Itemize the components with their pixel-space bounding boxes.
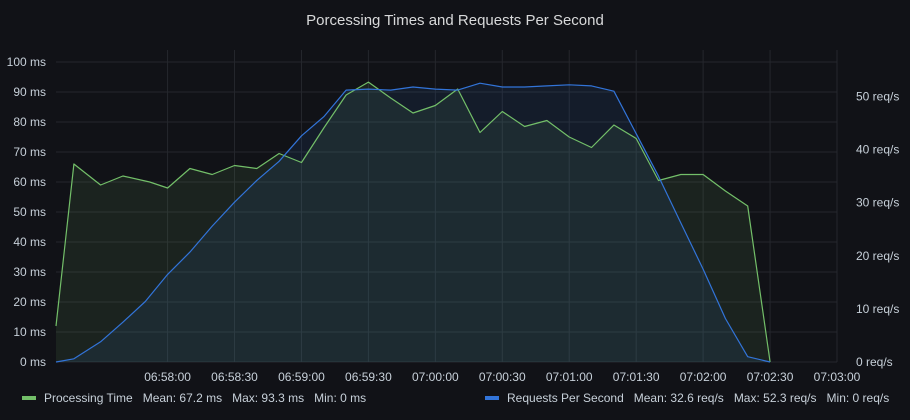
legend[interactable]: Processing Time Mean: 67.2 ms Max: 93.3 ms… bbox=[22, 391, 889, 405]
legend-stat-mean: Mean: 32.6 req/s bbox=[634, 391, 724, 405]
requests_per_second-line bbox=[55, 82, 771, 363]
requests_per_second-area bbox=[56, 83, 771, 362]
y-left-tick-label: 10 ms bbox=[13, 325, 46, 339]
x-tick-label: 07:00:30 bbox=[479, 370, 526, 384]
y-left-tick-label: 50 ms bbox=[13, 205, 46, 219]
grid bbox=[56, 50, 838, 363]
series-lines bbox=[55, 81, 771, 363]
y-left-tick-label: 40 ms bbox=[13, 235, 46, 249]
y-right-tick-label: 50 req/s bbox=[856, 90, 899, 104]
processing_time-area bbox=[56, 82, 771, 362]
legend-stat-max: Max: 52.3 req/s bbox=[734, 391, 817, 405]
y-left-tick-label: 0 ms bbox=[20, 355, 46, 369]
x-tick-label: 07:02:00 bbox=[680, 370, 727, 384]
x-tick-label: 07:01:00 bbox=[546, 370, 593, 384]
x-tick-label: 07:00:00 bbox=[412, 370, 459, 384]
x-tick-label: 06:58:00 bbox=[144, 370, 191, 384]
y-right-tick-label: 40 req/s bbox=[856, 143, 899, 157]
legend-item-processing_time[interactable]: Processing Time Mean: 67.2 ms Max: 93.3 ms… bbox=[22, 391, 366, 405]
legend-series-name[interactable]: Requests Per Second bbox=[507, 391, 624, 405]
y-left-tick-label: 30 ms bbox=[13, 265, 46, 279]
axes: 0 ms 10 ms 20 ms 30 ms 40 ms 50 ms 60 ms 70 ms 8… bbox=[7, 55, 900, 384]
y-left-tick-label: 70 ms bbox=[13, 145, 46, 159]
y-right-tick-label: 20 req/s bbox=[856, 249, 899, 263]
panel-title: Porcessing Times and Requests Per Second bbox=[306, 12, 604, 29]
x-tick-label: 06:58:30 bbox=[211, 370, 258, 384]
legend-swatch bbox=[485, 396, 499, 400]
y-right-tick-label: 10 req/s bbox=[856, 302, 899, 316]
processing_time-line bbox=[55, 81, 771, 363]
y-right-tick-label: 30 req/s bbox=[856, 196, 899, 210]
legend-series-name[interactable]: Processing Time bbox=[44, 391, 133, 405]
y-left-tick-label: 100 ms bbox=[7, 55, 46, 69]
x-tick-label: 07:02:30 bbox=[747, 370, 794, 384]
legend-stat-min: Min: 0 ms bbox=[314, 391, 366, 405]
x-tick-label: 06:59:00 bbox=[278, 370, 325, 384]
legend-swatch bbox=[22, 396, 36, 400]
y-left-tick-label: 90 ms bbox=[13, 85, 46, 99]
legend-item-requests_per_second[interactable]: Requests Per Second Mean: 32.6 req/s Max: … bbox=[485, 391, 889, 405]
x-tick-label: 06:59:30 bbox=[345, 370, 392, 384]
x-tick-label: 07:03:00 bbox=[814, 370, 861, 384]
series-areas bbox=[56, 82, 771, 362]
y-right-tick-label: 0 req/s bbox=[856, 355, 893, 369]
y-left-tick-label: 60 ms bbox=[13, 175, 46, 189]
y-left-tick-label: 20 ms bbox=[13, 295, 46, 309]
y-left-tick-label: 80 ms bbox=[13, 115, 46, 129]
x-tick-label: 07:01:30 bbox=[613, 370, 660, 384]
legend-stat-mean: Mean: 67.2 ms bbox=[143, 391, 222, 405]
legend-stat-min: Min: 0 req/s bbox=[827, 391, 890, 405]
legend-stat-max: Max: 93.3 ms bbox=[232, 391, 304, 405]
